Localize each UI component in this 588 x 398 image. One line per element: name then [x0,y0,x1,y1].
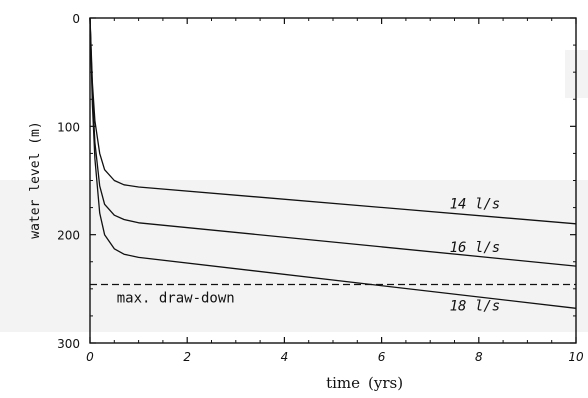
x-tick-label: 2 [183,350,191,364]
background-band-main [0,180,588,332]
x-tick-label: 10 [568,350,584,364]
series-lines [89,17,577,309]
x-tick-label: 4 [281,350,289,364]
y-tick-label: 300 [57,337,80,351]
y-tick-label: 200 [57,229,80,243]
x-tick-label: 0 [86,350,94,364]
series-annotations: 14 l/s 16 l/s 18 l/s [450,197,501,315]
series-line [89,17,577,309]
series-line [89,17,577,225]
y-tick-label: 100 [57,120,80,134]
y-tick-label: 0 [72,12,80,26]
series-label: 18 l/s [450,299,501,315]
y-axis-ticks: 0 100 200 300 [57,12,576,351]
x-tick-label: 6 [378,350,386,364]
series-label: 14 l/s [450,197,501,213]
x-axis-unit: (yrs) [368,374,403,392]
x-tick-label: 8 [475,350,483,364]
y-axis-label: water level (m) [28,121,43,238]
reference-lines: max. draw-down [90,283,576,307]
x-axis-label: time [326,374,360,392]
max-drawdown-label: max. draw-down [117,291,235,307]
series-label: 16 l/s [450,240,501,256]
